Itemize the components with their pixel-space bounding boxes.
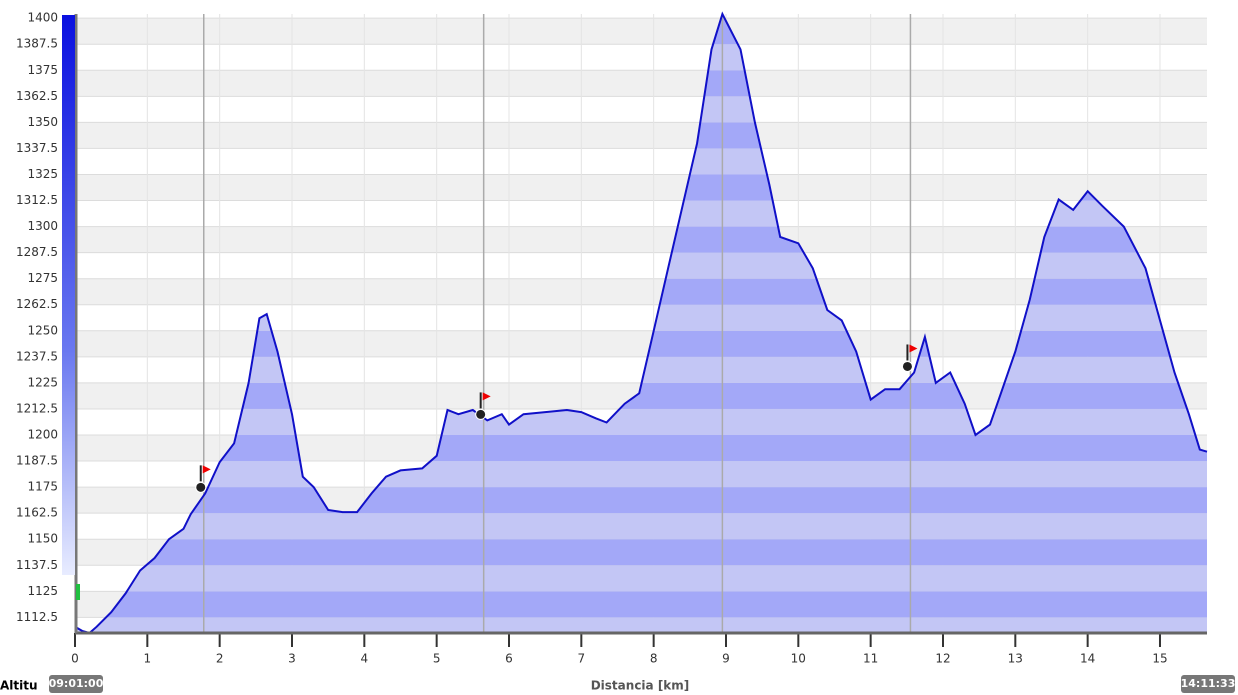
waypoint-icon <box>475 408 487 420</box>
x-tick-label: 11 <box>863 652 878 666</box>
y-tick-label: 1212.5 <box>16 401 58 415</box>
area-band <box>75 461 1207 488</box>
y-tick-label: 1262.5 <box>16 297 58 311</box>
area-band <box>75 408 1207 436</box>
grid-band <box>75 18 1207 45</box>
area-band <box>75 539 1207 566</box>
start-time: 09:01:00 <box>49 677 104 690</box>
area-band <box>75 435 1207 462</box>
x-axis-label: Distancia [km] <box>591 679 690 693</box>
y-tick-label: 1250 <box>27 323 58 337</box>
waypoint-flag <box>482 392 491 401</box>
x-tick-label: 4 <box>361 652 369 666</box>
y-axis-label: Altitu <box>0 679 38 693</box>
y-tick-label: 1112.5 <box>16 610 58 624</box>
area-band <box>75 513 1207 540</box>
grid-band <box>75 70 1207 97</box>
y-tick-label: 1225 <box>27 375 58 389</box>
grid-band <box>75 148 1207 175</box>
x-tick-label: 1 <box>144 652 152 666</box>
area-band <box>75 617 1207 633</box>
y-tick-label: 1237.5 <box>16 349 58 363</box>
grid-band <box>75 200 1207 227</box>
y-tick-label: 1275 <box>27 271 58 285</box>
grid-band <box>75 278 1207 305</box>
x-tick-label: 12 <box>935 652 950 666</box>
x-tick-label: 7 <box>578 652 586 666</box>
x-tick-label: 14 <box>1080 652 1095 666</box>
y-tick-label: 1125 <box>27 584 58 598</box>
y-tick-label: 1312.5 <box>16 193 58 207</box>
grid-band <box>75 174 1207 201</box>
y-tick-label: 1175 <box>27 480 58 494</box>
y-tick-label: 1337.5 <box>16 141 58 155</box>
grid-band <box>75 14 1207 19</box>
y-tick-label: 1362.5 <box>16 89 58 103</box>
color-scale <box>62 15 75 575</box>
time-box <box>1181 675 1235 693</box>
y-tick-label: 1375 <box>27 63 58 77</box>
grid-band <box>75 252 1207 279</box>
y-tick-label: 1300 <box>27 219 58 233</box>
waypoint-icon <box>901 360 913 372</box>
x-tick-label: 2 <box>216 652 224 666</box>
grid-band <box>75 44 1207 71</box>
y-tick-label: 1187.5 <box>16 454 58 468</box>
x-tick-label: 0 <box>71 652 79 666</box>
y-tick-label: 1387.5 <box>16 37 58 51</box>
end-time: 14:11:33 <box>1181 677 1236 690</box>
area-band <box>75 591 1207 618</box>
y-tick-label: 1400 <box>27 11 58 25</box>
y-tick-label: 1137.5 <box>16 558 58 572</box>
y-tick-label: 1350 <box>27 115 58 129</box>
x-tick-label: 15 <box>1152 652 1167 666</box>
current-marker <box>76 584 80 600</box>
waypoint-icon <box>195 481 207 493</box>
y-tick-label: 1162.5 <box>16 506 58 520</box>
y-tick-label: 1325 <box>27 167 58 181</box>
waypoint-flag <box>202 465 211 474</box>
elevation-line <box>74 11 1208 635</box>
area-band <box>75 487 1207 514</box>
y-tick-label: 1200 <box>27 428 58 442</box>
y-tick-label: 1150 <box>27 532 58 546</box>
waypoint-flag <box>909 344 918 353</box>
x-tick-label: 5 <box>433 652 441 666</box>
grid-band <box>75 122 1207 149</box>
x-tick-label: 8 <box>650 652 658 666</box>
x-tick-label: 13 <box>1008 652 1023 666</box>
grid-band <box>75 96 1207 123</box>
x-tick-label: 3 <box>288 652 296 666</box>
time-box <box>49 675 103 693</box>
area-band <box>75 565 1207 592</box>
y-tick-label: 1287.5 <box>16 245 58 259</box>
grid-band <box>75 226 1207 253</box>
x-tick-label: 6 <box>505 652 513 666</box>
x-tick-label: 9 <box>722 652 730 666</box>
x-tick-label: 10 <box>791 652 806 666</box>
